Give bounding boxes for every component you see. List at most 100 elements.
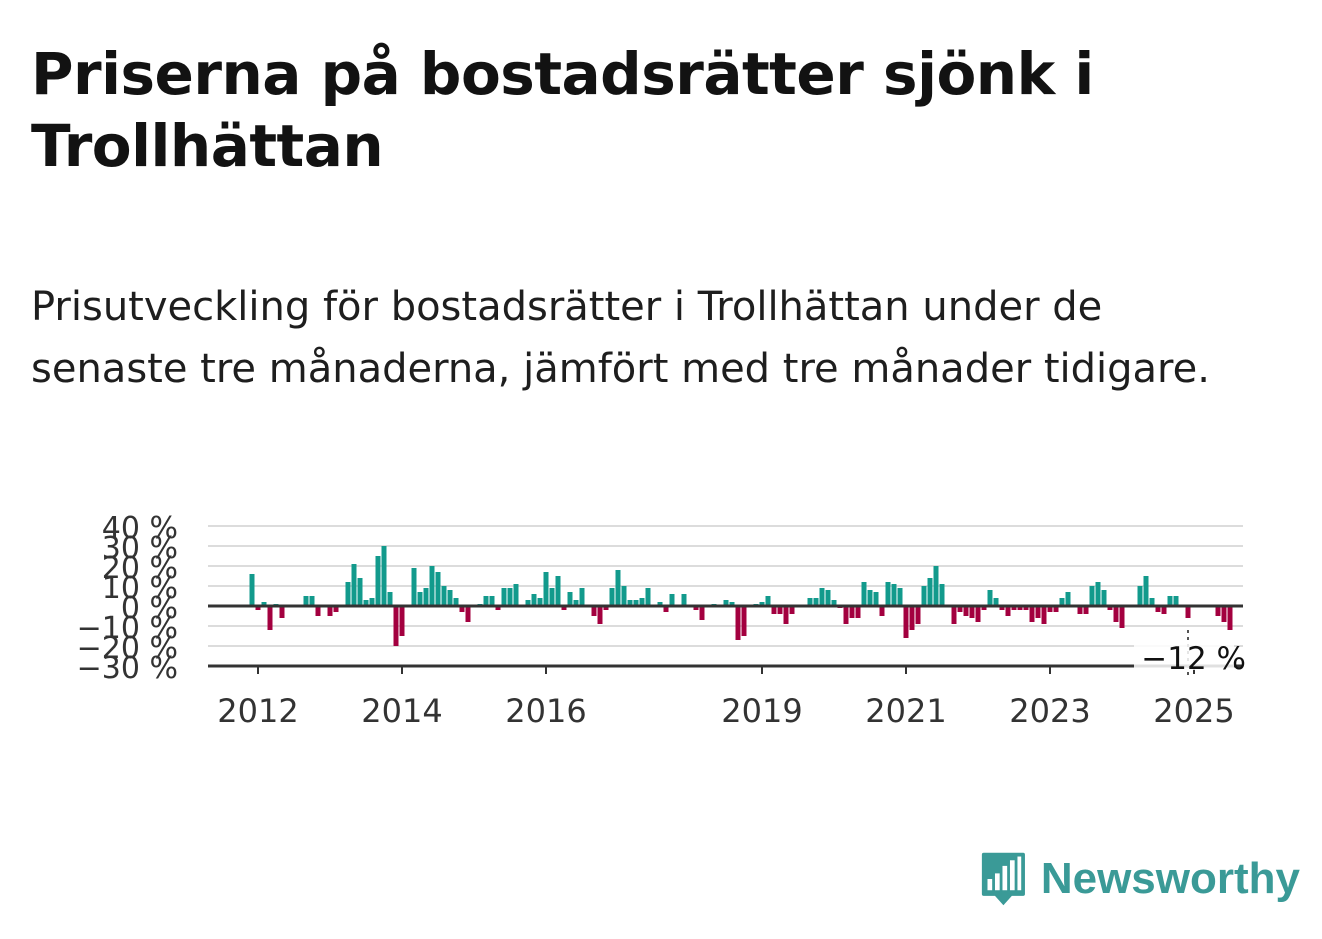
bar <box>573 600 579 606</box>
bar <box>1041 606 1047 624</box>
y-tick-label: −20 % <box>77 631 178 666</box>
bar <box>879 606 885 616</box>
bar <box>1023 606 1029 610</box>
bar <box>867 590 873 606</box>
bar <box>1221 606 1227 622</box>
bar <box>999 606 1005 610</box>
bars <box>249 546 1233 646</box>
bar <box>1059 598 1065 606</box>
y-tick-label: −30 % <box>77 651 178 686</box>
bar <box>1011 606 1017 610</box>
bar <box>315 606 321 616</box>
bar <box>441 586 447 606</box>
y-tick-label: −10 % <box>77 611 178 646</box>
bar <box>957 606 963 612</box>
x-tick-label: 2014 <box>361 692 442 730</box>
bar <box>897 588 903 606</box>
bar <box>741 606 747 636</box>
bar <box>915 606 921 624</box>
bar <box>783 606 789 624</box>
bar <box>453 598 459 606</box>
annotation-halo <box>1134 640 1234 670</box>
bar <box>639 598 645 606</box>
bar <box>279 606 285 618</box>
bar <box>633 600 639 606</box>
bar <box>483 596 489 606</box>
bar <box>903 606 909 638</box>
bar <box>267 606 273 630</box>
y-tick-label: 10 % <box>102 571 178 606</box>
bar <box>459 606 465 612</box>
x-tick-label: 2025 <box>1153 692 1234 730</box>
bar <box>807 598 813 606</box>
annotation: −12 % <box>1134 630 1246 677</box>
bar <box>603 606 609 610</box>
bar <box>645 588 651 606</box>
bar <box>1035 606 1041 618</box>
bar <box>1143 576 1149 606</box>
y-tick-label: 0 % <box>121 591 178 626</box>
bar <box>1083 606 1089 614</box>
bar <box>1215 606 1221 616</box>
bar <box>369 598 375 606</box>
bar <box>249 574 255 606</box>
bar <box>825 590 831 606</box>
bar <box>549 588 555 606</box>
bar <box>261 602 267 606</box>
bar <box>327 606 333 616</box>
bar <box>621 586 627 606</box>
bar <box>819 588 825 606</box>
price-change-bar-chart: 40 %30 %20 %10 %0 %−10 %−20 %−30 % 2012 2… <box>77 511 1246 730</box>
bar <box>699 606 705 620</box>
bar <box>615 570 621 606</box>
bar <box>657 602 663 606</box>
x-tick-label: 2021 <box>865 692 946 730</box>
bar <box>933 566 939 606</box>
bar <box>849 606 855 618</box>
bar <box>1155 606 1161 612</box>
bar <box>399 606 405 636</box>
x-tick-label: 2016 <box>505 692 586 730</box>
bar <box>375 556 381 606</box>
bar <box>465 606 471 622</box>
bar <box>531 594 537 606</box>
bar <box>579 588 585 606</box>
x-tick-label: 2012 <box>217 692 298 730</box>
bar <box>993 598 999 606</box>
bar <box>1065 592 1071 606</box>
bar <box>1119 606 1125 628</box>
bar <box>765 596 771 606</box>
bar <box>363 600 369 606</box>
bar <box>489 596 495 606</box>
bar <box>567 592 573 606</box>
axes <box>208 604 1243 668</box>
x-tick-label: 2019 <box>721 692 802 730</box>
bar <box>507 588 513 606</box>
y-tick-label: 30 % <box>102 531 178 566</box>
bar <box>669 594 675 606</box>
bar <box>537 598 543 606</box>
bar <box>1005 606 1011 616</box>
bar <box>357 578 363 606</box>
bar <box>435 572 441 606</box>
bar <box>1107 606 1113 610</box>
bar <box>693 606 699 610</box>
bar <box>1053 606 1059 612</box>
bar <box>681 594 687 606</box>
annotation-label: −12 % <box>1141 641 1246 677</box>
bar <box>663 606 669 612</box>
bar <box>981 606 987 610</box>
bar <box>1077 606 1083 614</box>
bar <box>723 600 729 606</box>
bar <box>861 582 867 606</box>
bar <box>309 596 315 606</box>
bar <box>333 606 339 612</box>
bar <box>951 606 957 624</box>
bar <box>789 606 795 614</box>
bar <box>597 606 603 624</box>
bar <box>927 578 933 606</box>
bar <box>1017 606 1023 610</box>
bar <box>393 606 399 646</box>
bar <box>609 588 615 606</box>
bar <box>777 606 783 614</box>
